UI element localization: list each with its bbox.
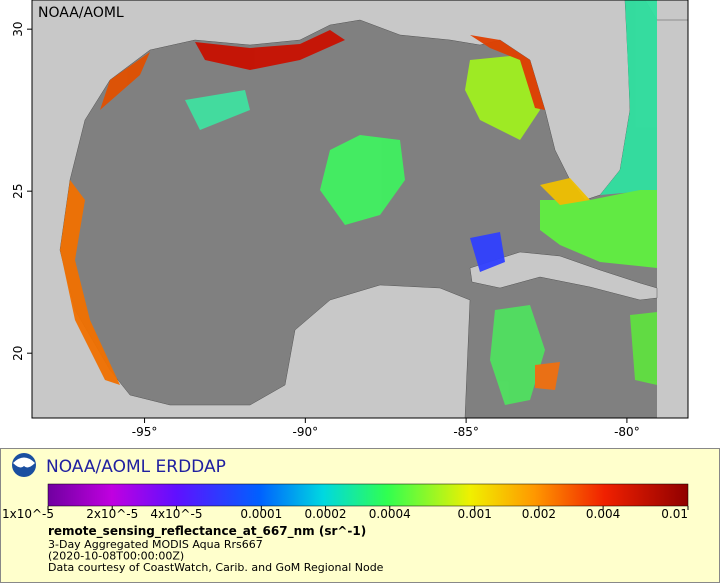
colorbar-tick-label: 0.0001 (240, 507, 282, 521)
y-tick-label: 20 (11, 346, 25, 361)
patch (185, 90, 250, 130)
legend-detail: Data courtesy of CoastWatch, Carib. and … (48, 561, 384, 574)
no-data (657, 0, 688, 418)
x-tick-label: -80° (614, 425, 640, 439)
colorbar-tick-label: 2x10^-5 (86, 507, 138, 521)
patch (470, 232, 505, 272)
patch (580, 0, 657, 195)
colorbar-tick-label: 4x10^-5 (150, 507, 202, 521)
colorbar-tick-label: 1x10^-5 (2, 507, 54, 521)
colorbar-tick-label: 0.0002 (305, 507, 347, 521)
patch (630, 312, 657, 385)
legend-title: NOAA/AOML ERDDAP (46, 457, 226, 477)
patch (535, 362, 560, 390)
colorbar-tick-label: 0.004 (586, 507, 620, 521)
colorbar-tick-label: 0.01 (661, 507, 688, 521)
legend-detail: (2020-10-08T00:00:00Z) (48, 550, 184, 563)
x-tick-label: -90° (293, 425, 319, 439)
map-credit: NOAA/AOML (38, 5, 124, 21)
data-patches (60, 0, 657, 405)
x-tick-label: -85° (453, 425, 479, 439)
variable-name: remote_sensing_reflectance_at_667_nm (sr… (48, 524, 366, 539)
legend-detail: 3-Day Aggregated MODIS Aqua Rrs667 (48, 538, 263, 551)
patch (195, 30, 345, 70)
patch (540, 178, 590, 205)
map-frame (31, 0, 689, 419)
map: NOAA/AOML (32, 0, 688, 418)
colorbar-tick-label: 0.002 (522, 507, 556, 521)
patch (540, 190, 657, 268)
land (469, 251, 658, 301)
colorbar (47, 483, 689, 507)
patch (320, 135, 405, 225)
patch (465, 55, 540, 140)
y-tick-label: 30 (11, 22, 25, 37)
x-tick-label: -95° (132, 425, 158, 439)
legend-panel (0, 448, 720, 583)
y-tick-label: 25 (11, 184, 25, 199)
patch (60, 180, 120, 385)
patch (470, 35, 545, 110)
colorbar-tick-label: 0.001 (457, 507, 491, 521)
patch (490, 305, 545, 405)
noaa-logo-bird (13, 457, 35, 468)
colorbar-tick-label: 0.0004 (369, 507, 411, 521)
patch (100, 52, 150, 110)
